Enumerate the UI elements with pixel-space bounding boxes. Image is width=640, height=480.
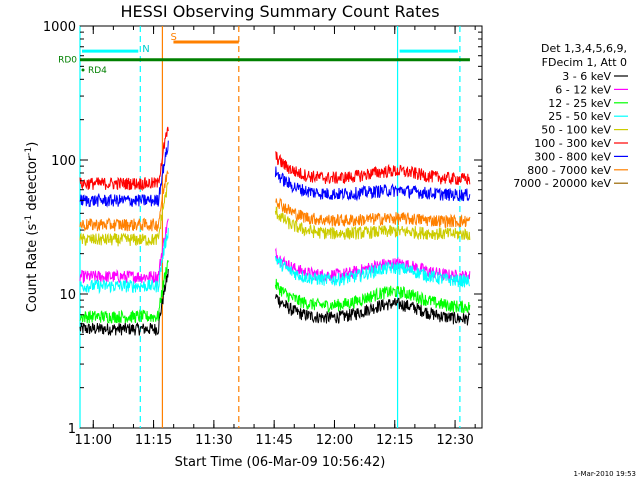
y-axis-label-mid: detector <box>25 155 40 215</box>
chart-title: HESSI Observing Summary Count Rates <box>120 2 439 21</box>
y-tick-label: 1 <box>68 422 76 437</box>
series-trace-6 <box>79 140 471 208</box>
y-tick-label: 1000 <box>43 20 76 35</box>
x-axis-label: Start Time (06-Mar-09 10:56:42) <box>175 455 386 470</box>
series-trace-5 <box>79 126 471 192</box>
rd4-flag-marker <box>81 68 85 72</box>
series-trace-2 <box>79 260 471 324</box>
footer-timestamp: 1-Mar-2010 19:53 <box>574 470 636 478</box>
legend-entry-label: 50 - 100 keV <box>541 124 611 137</box>
legend-header-line1: Det 1,3,4,5,6,9, <box>541 42 627 55</box>
y-axis-label-end: ) <box>25 142 40 147</box>
x-tick-label: 12:00 <box>316 433 353 448</box>
y-axis-label-main: Count Rate (s <box>25 224 40 313</box>
series-trace-3 <box>79 227 471 295</box>
flag-layer: N S RD0 RD4 <box>58 26 470 428</box>
series-layer <box>79 126 471 336</box>
series-trace-1 <box>79 218 471 284</box>
rd4-flag-label: RD4 <box>88 66 107 76</box>
series-trace-0 <box>79 268 471 336</box>
y-axis-label: Count Rate (s-1 detector-1) <box>24 142 40 313</box>
legend-entry-label: 25 - 50 keV <box>548 110 611 123</box>
tick-layer: 11:00 11:15 11:30 11:45 12:00 12:15 12:30 1 10 10… <box>43 20 482 448</box>
y-axis-label-sup1: -1 <box>24 215 34 224</box>
legend-entry-label: 6 - 12 keV <box>555 83 611 96</box>
y-tick-label: 100 <box>51 154 76 169</box>
series-trace-7 <box>79 170 471 232</box>
legend: Det 1,3,4,5,6,9,FDecim 1, Att 03 - 6 keV… <box>513 42 628 190</box>
legend-entry-label: 12 - 25 keV <box>548 97 611 110</box>
legend-entry-label: 800 - 7000 keV <box>527 164 611 177</box>
y-tick-label: 10 <box>59 288 76 303</box>
y-axis-label-sup2: -1 <box>24 147 34 156</box>
legend-entry-label: 3 - 6 keV <box>562 70 611 83</box>
x-tick-label: 11:30 <box>195 433 232 448</box>
series-trace-4 <box>79 182 471 247</box>
x-tick-label: 11:00 <box>75 433 112 448</box>
night-flag-label: N <box>142 44 149 55</box>
x-tick-label: 12:15 <box>376 433 413 448</box>
x-tick-label: 11:15 <box>135 433 172 448</box>
x-tick-label: 11:45 <box>255 433 292 448</box>
rd0-flag-label: RD0 <box>58 56 77 66</box>
legend-entry-label: 100 - 300 keV <box>534 137 611 150</box>
saa-flag-label: S <box>170 32 176 43</box>
legend-entry-label: 7000 - 20000 keV <box>513 177 611 190</box>
x-tick-label: 12:30 <box>436 433 473 448</box>
legend-entry-label: 300 - 800 keV <box>534 150 611 163</box>
legend-header-line2: FDecim 1, Att 0 <box>542 56 627 69</box>
